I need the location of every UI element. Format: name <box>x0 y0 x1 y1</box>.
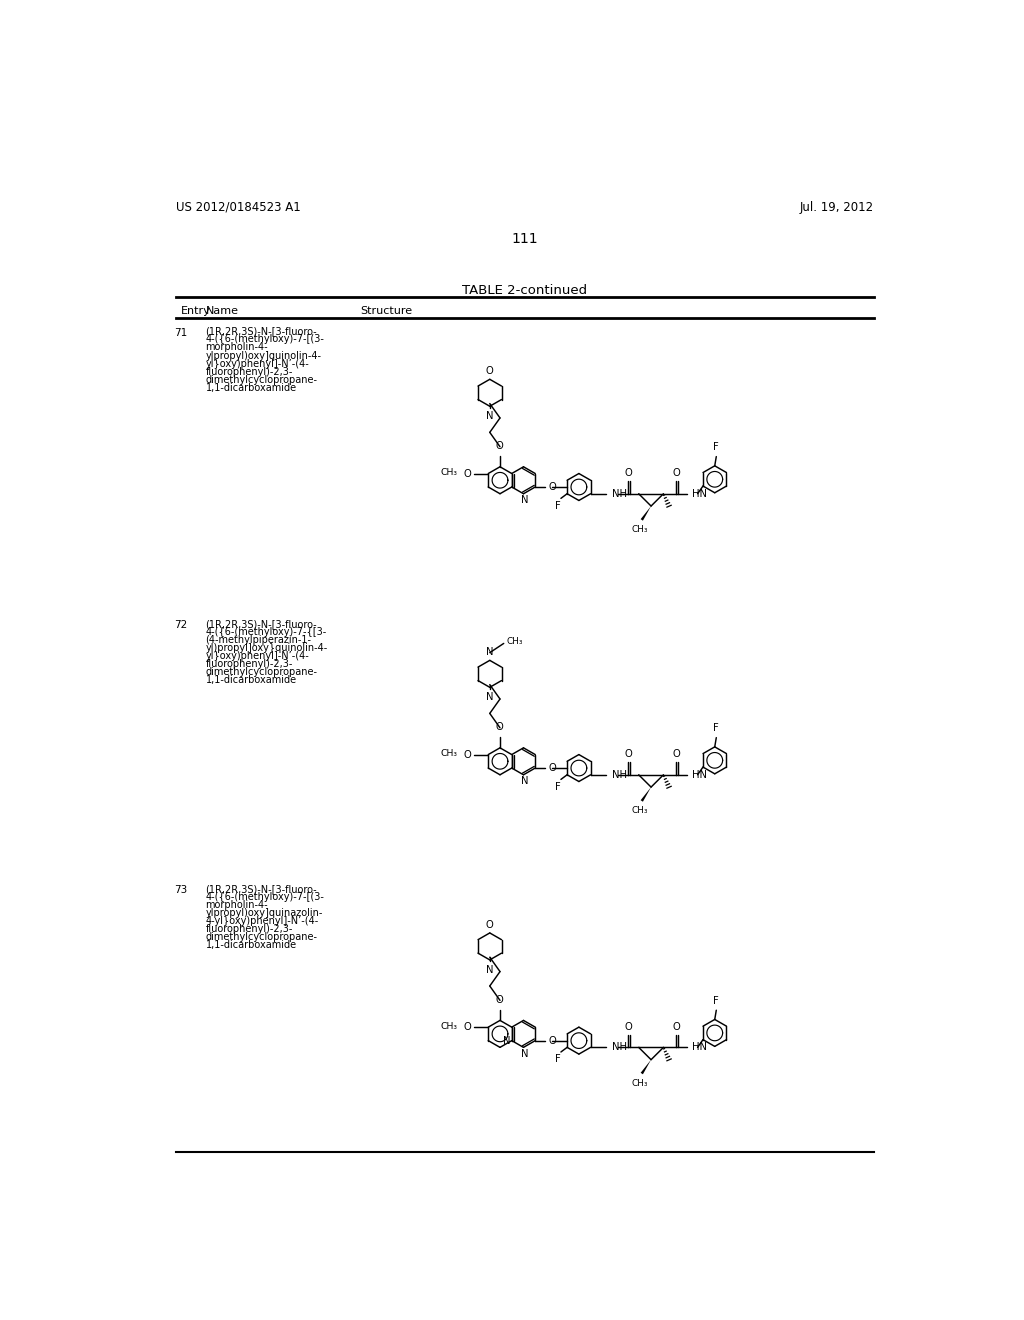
Text: yl}oxy)phenyl]-N’-(4-: yl}oxy)phenyl]-N’-(4- <box>206 359 309 368</box>
Text: N: N <box>486 965 494 974</box>
Text: N: N <box>486 647 494 657</box>
Text: Name: Name <box>206 306 239 317</box>
Text: 4-({6-(methyloxy)-7-[(3-: 4-({6-(methyloxy)-7-[(3- <box>206 334 325 345</box>
Text: CH₃: CH₃ <box>440 750 458 758</box>
Text: 111: 111 <box>511 231 539 246</box>
Text: Structure: Structure <box>360 306 413 317</box>
Text: Jul. 19, 2012: Jul. 19, 2012 <box>800 201 873 214</box>
Text: (1R,2R,3S)-N-[3-fluoro-: (1R,2R,3S)-N-[3-fluoro- <box>206 326 317 337</box>
Text: O: O <box>673 1022 681 1032</box>
Text: yl)propyl]oxy}quinolin-4-: yl)propyl]oxy}quinolin-4- <box>206 643 328 653</box>
Text: TABLE 2-continued: TABLE 2-continued <box>462 284 588 297</box>
Text: F: F <box>555 1055 561 1064</box>
Text: fluorophenyl)-2,3-: fluorophenyl)-2,3- <box>206 367 293 376</box>
Text: 1,1-dicarboxamide: 1,1-dicarboxamide <box>206 383 297 393</box>
Text: (1R,2R,3S)-N-[3-fluoro-: (1R,2R,3S)-N-[3-fluoro- <box>206 619 317 628</box>
Text: 1,1-dicarboxamide: 1,1-dicarboxamide <box>206 676 297 685</box>
Text: N: N <box>503 1036 510 1045</box>
Text: 4-({6-(methyloxy)-7-[(3-: 4-({6-(methyloxy)-7-[(3- <box>206 892 325 902</box>
Text: N: N <box>520 495 528 506</box>
Text: morpholin-4-: morpholin-4- <box>206 342 268 352</box>
Text: fluorophenyl)-2,3-: fluorophenyl)-2,3- <box>206 659 293 669</box>
Text: HN: HN <box>692 1043 708 1052</box>
Text: CH₃: CH₃ <box>632 525 648 535</box>
Text: N: N <box>486 411 494 421</box>
Text: O: O <box>464 750 471 759</box>
Text: 71: 71 <box>174 327 187 338</box>
Text: O: O <box>625 750 633 759</box>
Text: O: O <box>549 1036 556 1045</box>
Text: 4-yl}oxy)phenyl]-N’-(4-: 4-yl}oxy)phenyl]-N’-(4- <box>206 916 318 927</box>
Text: N: N <box>520 776 528 787</box>
Text: (4-methylpiperazin-1-: (4-methylpiperazin-1- <box>206 635 311 645</box>
Text: ylpropyl)oxy]quinazolin-: ylpropyl)oxy]quinazolin- <box>206 908 323 917</box>
Text: dimethylcyclopropane-: dimethylcyclopropane- <box>206 932 317 942</box>
Text: CH₃: CH₃ <box>440 1022 458 1031</box>
Text: CH₃: CH₃ <box>507 636 523 645</box>
Text: 4-({6-(methyloxy)-7-{[3-: 4-({6-(methyloxy)-7-{[3- <box>206 627 327 638</box>
Polygon shape <box>641 787 651 801</box>
Text: O: O <box>625 469 633 478</box>
Text: (1R,2R,3S)-N-[3-fluoro-: (1R,2R,3S)-N-[3-fluoro- <box>206 884 317 894</box>
Text: NH: NH <box>611 488 627 499</box>
Text: O: O <box>673 469 681 478</box>
Text: O: O <box>464 1022 471 1032</box>
Text: O: O <box>549 763 556 774</box>
Text: N: N <box>520 1049 528 1059</box>
Text: F: F <box>555 500 561 511</box>
Text: ylpropyl)oxy]quinolin-4-: ylpropyl)oxy]quinolin-4- <box>206 351 322 360</box>
Text: US 2012/0184523 A1: US 2012/0184523 A1 <box>176 201 301 214</box>
Text: O: O <box>496 441 503 451</box>
Text: CH₃: CH₃ <box>632 807 648 816</box>
Text: CH₃: CH₃ <box>632 1078 648 1088</box>
Text: O: O <box>549 482 556 492</box>
Text: 72: 72 <box>174 620 187 631</box>
Text: 1,1-dicarboxamide: 1,1-dicarboxamide <box>206 940 297 950</box>
Text: F: F <box>714 442 719 451</box>
Text: O: O <box>464 469 471 479</box>
Text: HN: HN <box>692 770 708 780</box>
Text: 73: 73 <box>174 886 187 895</box>
Text: fluorophenyl)-2,3-: fluorophenyl)-2,3- <box>206 924 293 935</box>
Polygon shape <box>641 506 651 520</box>
Text: O: O <box>673 750 681 759</box>
Text: NH: NH <box>611 770 627 780</box>
Text: O: O <box>496 722 503 733</box>
Polygon shape <box>641 1060 651 1074</box>
Text: F: F <box>714 995 719 1006</box>
Text: NH: NH <box>611 1043 627 1052</box>
Text: O: O <box>486 366 494 376</box>
Text: F: F <box>555 781 561 792</box>
Text: yl}oxy)phenyl]-N’-(4-: yl}oxy)phenyl]-N’-(4- <box>206 651 309 661</box>
Text: F: F <box>714 723 719 733</box>
Text: O: O <box>625 1022 633 1032</box>
Text: N: N <box>486 692 494 702</box>
Text: HN: HN <box>692 488 708 499</box>
Text: O: O <box>486 920 494 929</box>
Text: Entry: Entry <box>180 306 211 317</box>
Text: O: O <box>496 995 503 1005</box>
Text: CH₃: CH₃ <box>440 469 458 478</box>
Text: dimethylcyclopropane-: dimethylcyclopropane- <box>206 668 317 677</box>
Text: dimethylcyclopropane-: dimethylcyclopropane- <box>206 375 317 384</box>
Text: morpholin-4-: morpholin-4- <box>206 900 268 909</box>
